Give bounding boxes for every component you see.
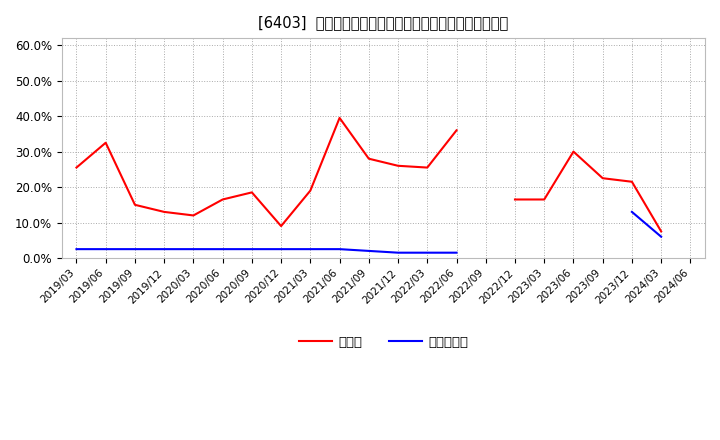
現頲金 bbox=[598, 176, 607, 181]
現頲金 bbox=[72, 165, 81, 170]
現頲金 bbox=[336, 115, 344, 121]
現頲金 bbox=[540, 197, 549, 202]
有利子負債 bbox=[218, 246, 227, 252]
現頲金 bbox=[657, 229, 665, 234]
現頲金 bbox=[394, 163, 402, 169]
現頲金 bbox=[248, 190, 256, 195]
Line: 有利子負債: 有利子負債 bbox=[76, 212, 661, 253]
有利子負債 bbox=[423, 250, 431, 255]
現頲金 bbox=[218, 197, 227, 202]
有利子負債 bbox=[394, 250, 402, 255]
現頲金 bbox=[160, 209, 168, 215]
有利子負債 bbox=[306, 246, 315, 252]
有利子負債 bbox=[248, 246, 256, 252]
現頲金 bbox=[452, 128, 461, 133]
現頲金 bbox=[306, 188, 315, 193]
有利子負債 bbox=[160, 246, 168, 252]
有利子負債 bbox=[336, 246, 344, 252]
有利子負債 bbox=[628, 209, 636, 215]
Title: [6403]  現頲金、有利子負債の総資産に対する比率の推移: [6403] 現頲金、有利子負債の総資産に対する比率の推移 bbox=[258, 15, 508, 30]
現頲金 bbox=[569, 149, 577, 154]
現頲金 bbox=[510, 197, 519, 202]
現頲金 bbox=[189, 213, 198, 218]
有利子負債 bbox=[130, 246, 139, 252]
現頲金 bbox=[130, 202, 139, 207]
有利子負債 bbox=[102, 246, 110, 252]
有利子負債 bbox=[276, 246, 285, 252]
Legend: 現頲金, 有利子負債: 現頲金, 有利子負債 bbox=[293, 330, 474, 354]
Line: 現頲金: 現頲金 bbox=[76, 118, 661, 231]
有利子負債 bbox=[72, 246, 81, 252]
現頲金 bbox=[276, 224, 285, 229]
有利子負債 bbox=[364, 248, 373, 253]
現頲金 bbox=[364, 156, 373, 161]
有利子負債 bbox=[657, 234, 665, 239]
現頲金 bbox=[423, 165, 431, 170]
現頲金 bbox=[628, 179, 636, 184]
現頲金 bbox=[102, 140, 110, 145]
有利子負債 bbox=[189, 246, 198, 252]
有利子負債 bbox=[452, 250, 461, 255]
